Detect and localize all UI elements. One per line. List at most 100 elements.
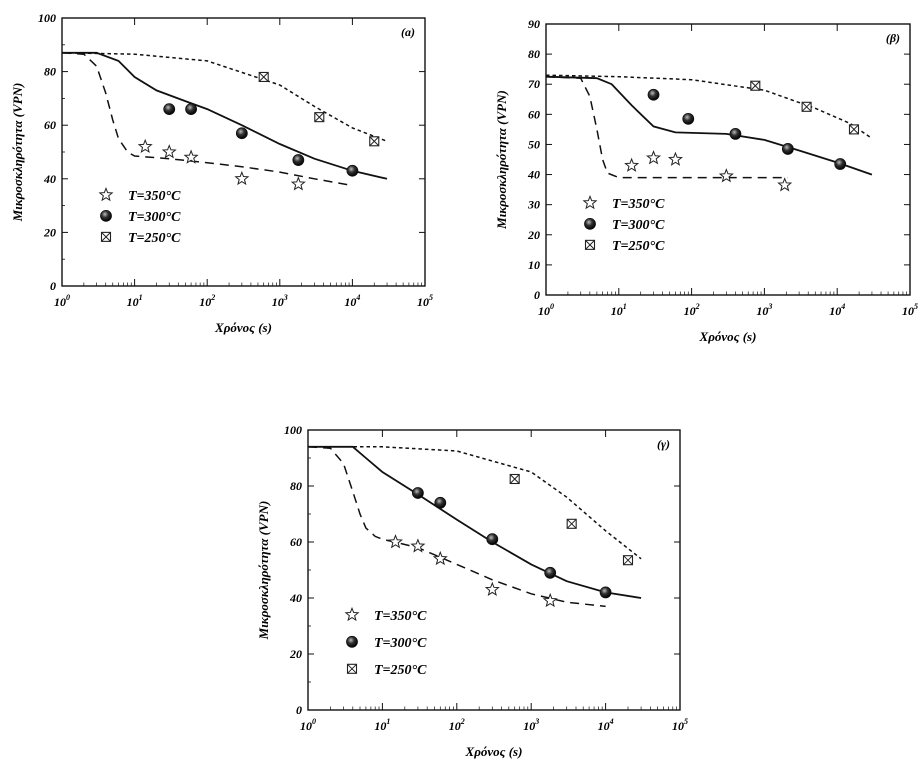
fit-curve bbox=[308, 445, 642, 599]
plot-frame bbox=[61, 17, 426, 287]
x-tick-label: 104 bbox=[598, 717, 614, 733]
data-point bbox=[777, 177, 793, 192]
legend-label: T=300°C bbox=[374, 636, 427, 651]
data-point bbox=[486, 533, 499, 546]
y-tick-label: 10 bbox=[528, 258, 540, 272]
data-point bbox=[544, 566, 557, 579]
data-point bbox=[848, 124, 860, 135]
data-point bbox=[509, 473, 520, 485]
legend-label: T=350°C bbox=[374, 609, 427, 624]
data-point bbox=[542, 592, 558, 608]
fit-curve bbox=[545, 75, 788, 179]
y-axis-label: Μικροσκληρότητα (VPN) bbox=[256, 501, 271, 641]
x-axis-label: Χρόνος (s) bbox=[699, 329, 757, 344]
y-tick-label: 0 bbox=[534, 288, 540, 302]
y-tick-label: 40 bbox=[43, 172, 56, 186]
data-point bbox=[622, 555, 634, 566]
legend-label: T=300°C bbox=[128, 210, 181, 225]
y-tick-label: 70 bbox=[528, 77, 540, 91]
data-point bbox=[566, 518, 577, 529]
x-tick-label: 103 bbox=[272, 293, 288, 309]
data-point bbox=[388, 534, 403, 549]
y-axis-label: Μικροσκληρότητα (VPN) bbox=[10, 83, 25, 223]
x-tick-label: 100 bbox=[538, 302, 554, 318]
legend-marker bbox=[100, 231, 112, 242]
y-tick-label: 80 bbox=[290, 479, 302, 493]
y-tick-label: 30 bbox=[527, 198, 540, 212]
x-tick-label: 100 bbox=[300, 717, 316, 733]
legend-label: T=350°C bbox=[612, 197, 665, 212]
data-point bbox=[718, 168, 734, 183]
legend-marker bbox=[346, 663, 358, 674]
panel-2: 0 10 20 30 40 50 60 70 80 90 100 101 102 103 104 105 Χρό… bbox=[494, 17, 918, 344]
data-point bbox=[781, 143, 794, 155]
fit-curve bbox=[545, 75, 873, 176]
data-point bbox=[729, 128, 742, 140]
plot-frame bbox=[545, 23, 911, 296]
x-tick-label: 102 bbox=[199, 293, 215, 309]
x-axis-label: Χρόνος (s) bbox=[214, 320, 272, 335]
fit-curve bbox=[307, 446, 606, 608]
legend-label: T=250°C bbox=[612, 239, 665, 254]
panel-1: 0 20 40 60 80 100 100 101 102 103 104 105 Χρόνος (s)… bbox=[10, 11, 433, 335]
data-point bbox=[234, 170, 250, 186]
y-axis-label: Μικροσκληρότητα (VPN) bbox=[494, 90, 509, 230]
fit-curve bbox=[308, 446, 642, 560]
data-point bbox=[292, 154, 305, 166]
x-tick-label: 101 bbox=[611, 302, 627, 318]
data-point bbox=[235, 127, 248, 140]
legend-marker bbox=[584, 217, 596, 230]
y-tick-label: 40 bbox=[289, 591, 302, 605]
data-point bbox=[599, 586, 612, 599]
y-tick-label: 60 bbox=[290, 535, 302, 549]
legend-marker bbox=[98, 187, 114, 202]
data-point bbox=[750, 80, 761, 91]
legend-label: T=350°C bbox=[128, 189, 181, 204]
y-tick-label: 50 bbox=[528, 137, 540, 151]
x-tick-label: 101 bbox=[374, 717, 390, 733]
data-point bbox=[161, 144, 177, 159]
y-tick-label: 100 bbox=[38, 11, 56, 25]
y-tick-label: 100 bbox=[284, 423, 302, 437]
legend-label: T=250°C bbox=[374, 663, 427, 678]
legend-label: T=300°C bbox=[612, 218, 665, 233]
data-point bbox=[682, 112, 695, 125]
data-point bbox=[290, 176, 306, 191]
data-point bbox=[646, 150, 662, 165]
data-point bbox=[667, 151, 683, 166]
x-tick-label: 100 bbox=[54, 293, 70, 309]
y-tick-label: 90 bbox=[528, 17, 540, 31]
data-point bbox=[346, 164, 359, 177]
x-tick-label: 101 bbox=[127, 293, 143, 309]
x-tick-label: 103 bbox=[756, 302, 772, 318]
data-point bbox=[624, 157, 640, 172]
y-tick-label: 20 bbox=[527, 228, 540, 242]
data-point bbox=[411, 487, 424, 499]
data-point bbox=[834, 158, 847, 170]
data-point bbox=[258, 71, 269, 83]
data-point bbox=[137, 138, 153, 154]
x-tick-label: 103 bbox=[523, 717, 539, 733]
data-point bbox=[484, 581, 500, 596]
fit-curve bbox=[545, 74, 873, 140]
data-point bbox=[647, 88, 660, 101]
x-tick-label: 104 bbox=[829, 302, 845, 318]
panel-label: (a) bbox=[401, 25, 415, 39]
y-tick-label: 20 bbox=[43, 225, 56, 239]
legend-marker bbox=[584, 239, 596, 250]
fit-curve bbox=[61, 52, 353, 187]
data-point bbox=[410, 538, 426, 553]
y-tick-label: 80 bbox=[44, 65, 56, 79]
x-tick-label: 102 bbox=[684, 302, 700, 318]
fit-curve bbox=[61, 52, 388, 142]
data-point bbox=[369, 136, 380, 147]
panel-label: (γ) bbox=[657, 437, 670, 451]
data-point bbox=[434, 496, 447, 509]
x-axis-label: Χρόνος (s) bbox=[465, 744, 523, 759]
y-tick-label: 40 bbox=[527, 168, 540, 182]
x-tick-label: 105 bbox=[902, 302, 918, 318]
legend-marker bbox=[346, 635, 358, 648]
x-tick-label: 102 bbox=[449, 717, 465, 733]
panel-label: (β) bbox=[886, 31, 900, 45]
